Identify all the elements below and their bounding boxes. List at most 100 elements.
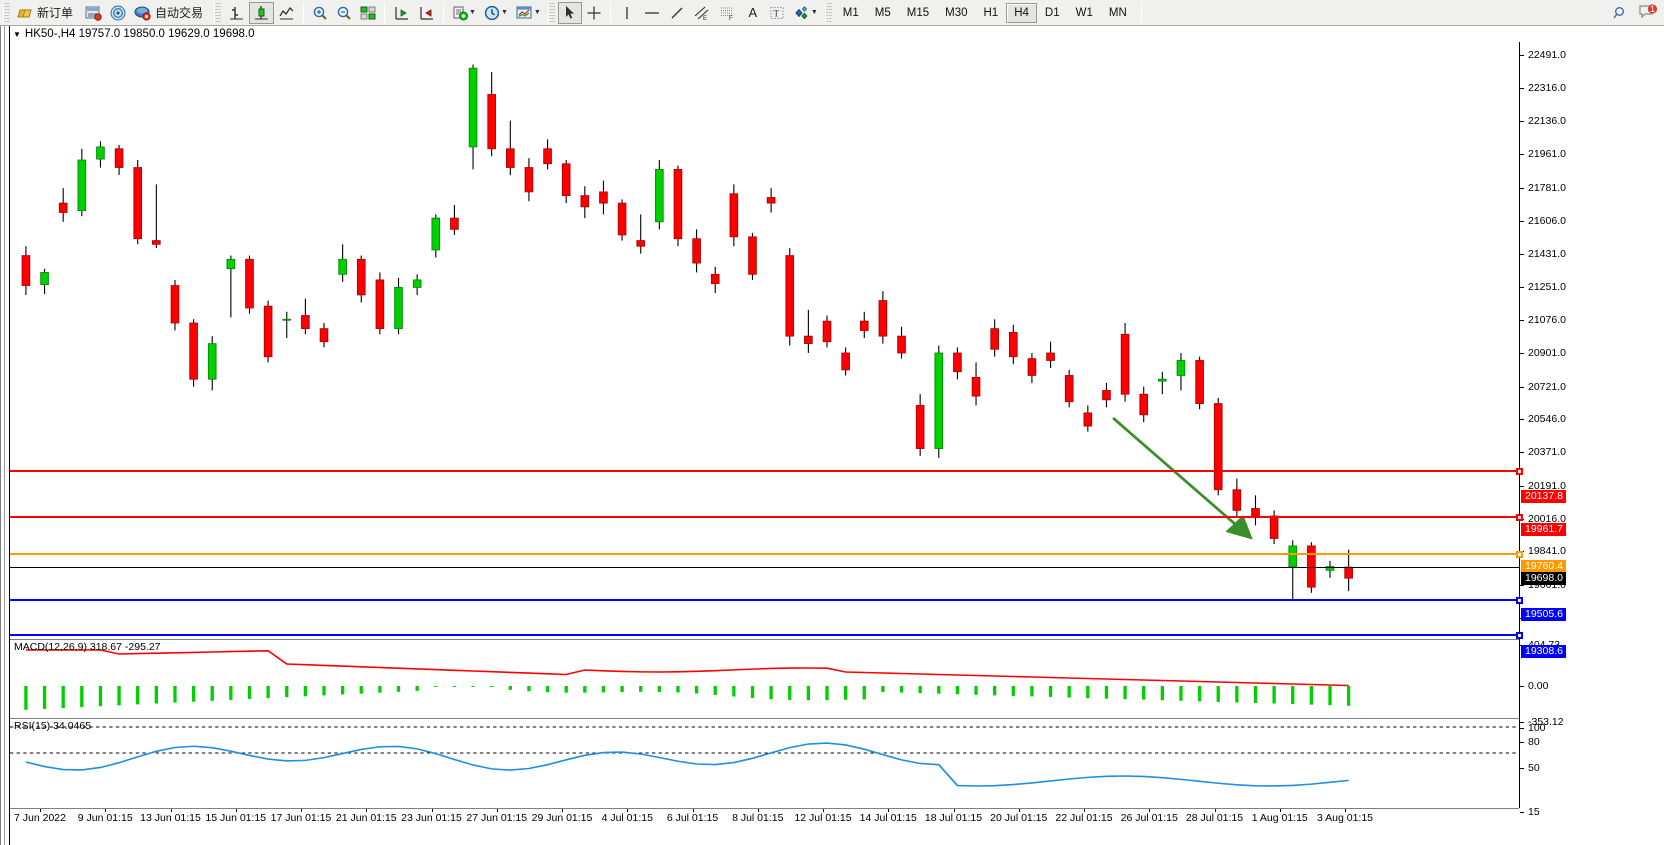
- auto-trading-icon: [134, 5, 151, 21]
- objects-dropdown-arrow[interactable]: ▼: [810, 9, 818, 16]
- timeframe-mn[interactable]: MN: [1108, 6, 1127, 19]
- price-label-resistance-upper[interactable]: 20137.8: [1521, 489, 1566, 503]
- horizontal-line-tool-button[interactable]: [639, 2, 665, 24]
- chart-content: ▼ HK50-,H4 19757.0 19850.0 19629.0 19698…: [10, 26, 1664, 845]
- time-tick-label: 4 Jul 01:15: [601, 812, 653, 824]
- price-panel[interactable]: [10, 42, 1523, 639]
- macd-panel[interactable]: MACD(12,26,9) 318.67 -295.27: [10, 639, 1519, 717]
- svg-text:E: E: [703, 16, 707, 21]
- search-icon[interactable]: [1612, 5, 1628, 21]
- time-axis: 7 Jun 2022 9 Jun 01:15 13 Jun 01:15 15 Jun …: [10, 808, 1519, 828]
- timeframe-w1[interactable]: W1: [1075, 6, 1093, 19]
- time-tick-label: 20 Jul 01:15: [990, 812, 1048, 824]
- trend-arrow-object[interactable]: [10, 42, 1519, 634]
- crosshair-tool-button[interactable]: [582, 2, 606, 24]
- price-label-resistance-lower[interactable]: 19961.7: [1521, 522, 1566, 536]
- templates-button[interactable]: ▼: [512, 2, 545, 24]
- zoom-out-icon: [336, 5, 352, 21]
- toolbar-grip[interactable]: [3, 2, 10, 23]
- chart-left-rail: [1, 26, 10, 845]
- timeframe-m15[interactable]: M15: [906, 6, 930, 19]
- crosshair-icon: [586, 5, 602, 21]
- time-tick-label: 26 Jul 01:15: [1120, 812, 1178, 824]
- level-line-20137-8[interactable]: [10, 468, 1523, 475]
- fibonacci-tool-button[interactable]: F: [715, 2, 741, 24]
- time-tick-label: 13 Jun 01:15: [140, 812, 201, 824]
- toolbar-grip-3[interactable]: [547, 2, 555, 23]
- equidistant-channel-tool-button[interactable]: E: [689, 2, 715, 24]
- rsi-tick: 80: [1520, 736, 1540, 748]
- toolbar-grip-2[interactable]: [214, 2, 222, 23]
- period-selector-button[interactable]: ▼: [480, 2, 512, 24]
- zoom-out-button[interactable]: [332, 2, 356, 24]
- rsi-tick: 15: [1520, 806, 1540, 818]
- trendline-tool-button[interactable]: [665, 2, 689, 24]
- time-tick-label: 3 Aug 01:15: [1316, 812, 1374, 824]
- tile-windows-button[interactable]: [356, 2, 380, 24]
- market-watch-button[interactable]: [81, 2, 106, 24]
- price-label-current-price[interactable]: 19698.0: [1521, 572, 1566, 586]
- line-chart-button[interactable]: [274, 2, 299, 24]
- notifications-icon[interactable]: 1: [1638, 4, 1658, 21]
- cursor-tool-button[interactable]: [557, 1, 582, 24]
- level-line-19961-7[interactable]: [10, 514, 1523, 521]
- time-tick-mark: [692, 809, 694, 812]
- text-tool-button[interactable]: A: [741, 2, 765, 24]
- chart-menu-caret-icon[interactable]: ▼: [13, 29, 21, 39]
- timeframe-d1[interactable]: D1: [1044, 6, 1060, 19]
- rsi-tick: 100: [1520, 722, 1546, 734]
- auto-scroll-icon: [418, 5, 435, 21]
- candlestick-chart-button[interactable]: [249, 1, 275, 24]
- toolbar-grip-4[interactable]: [824, 2, 832, 23]
- time-tick-label: 29 Jun 01:15: [531, 812, 593, 824]
- main-toolbar: 新订单: [0, 0, 1664, 26]
- fibonacci-icon: F: [719, 5, 737, 21]
- clock-icon: [484, 5, 500, 21]
- rsi-panel[interactable]: RSI(15) 34.0465: [10, 718, 1519, 808]
- time-tick-label: 6 Jul 01:15: [666, 812, 719, 824]
- auto-trading-button[interactable]: 自动交易: [130, 2, 211, 24]
- price-tick: 19841.0: [1520, 545, 1566, 557]
- price-label-support-lower[interactable]: 19308.6: [1521, 645, 1566, 659]
- timeframe-group: M1 M5 M15 M30 H1 H4 D1 W1 MN: [835, 2, 1135, 23]
- new-order-icon: [17, 5, 33, 21]
- timeframe-m5[interactable]: M5: [874, 6, 891, 19]
- timeframe-m30[interactable]: M30: [945, 6, 968, 19]
- price-label-support-upper[interactable]: 19505.6: [1521, 608, 1566, 622]
- add-indicator-button[interactable]: ▼: [448, 2, 480, 24]
- toolbar-separator-2: [384, 2, 386, 23]
- chart-shift-button[interactable]: [389, 2, 414, 24]
- signals-button[interactable]: [106, 2, 130, 24]
- timeframe-h1[interactable]: H1: [983, 6, 999, 19]
- price-label-pending-order[interactable]: 19760.4: [1521, 560, 1566, 574]
- tile-windows-icon: [360, 5, 376, 21]
- level-line-19760-4[interactable]: [10, 551, 1523, 558]
- price-tick: 20371.0: [1520, 446, 1566, 458]
- period-dropdown-arrow[interactable]: ▼: [500, 9, 508, 16]
- text-label-tool-button[interactable]: T: [765, 2, 789, 24]
- templates-dropdown-arrow[interactable]: ▼: [533, 9, 541, 16]
- auto-scroll-button[interactable]: [414, 2, 439, 24]
- objects-tool-button[interactable]: ▼: [789, 2, 822, 24]
- timeframe-h4[interactable]: H4: [1006, 2, 1037, 23]
- time-tick-label: 17 Jun 01:15: [270, 812, 332, 824]
- zoom-in-button[interactable]: [308, 2, 332, 24]
- macd-tick: 0.00: [1520, 680, 1548, 692]
- channel-icon: E: [693, 5, 711, 21]
- add-indicator-dropdown-arrow[interactable]: ▼: [469, 9, 476, 16]
- timeframe-m1[interactable]: M1: [842, 6, 859, 19]
- level-line-19505-6[interactable]: [10, 597, 1523, 604]
- text-tool-icon: A: [748, 5, 758, 20]
- time-tick-mark: [235, 809, 237, 812]
- time-tick-label: 22 Jul 01:15: [1055, 812, 1113, 824]
- price-scale[interactable]: 22491.0 22316.0 22136.0 21961.0 21781.0 21606…: [1519, 42, 1664, 818]
- time-tick-mark: [1345, 809, 1346, 812]
- new-order-button[interactable]: 新订单: [13, 2, 81, 24]
- price-tick: 20546.0: [1520, 413, 1566, 425]
- bar-chart-button[interactable]: [224, 2, 249, 24]
- vertical-line-tool-button[interactable]: [615, 2, 639, 24]
- level-line-19308-6[interactable]: [10, 632, 1523, 639]
- candlestick-icon: [253, 5, 270, 21]
- time-tick-label: 14 Jul 01:15: [859, 812, 917, 824]
- time-tick-mark: [170, 809, 172, 812]
